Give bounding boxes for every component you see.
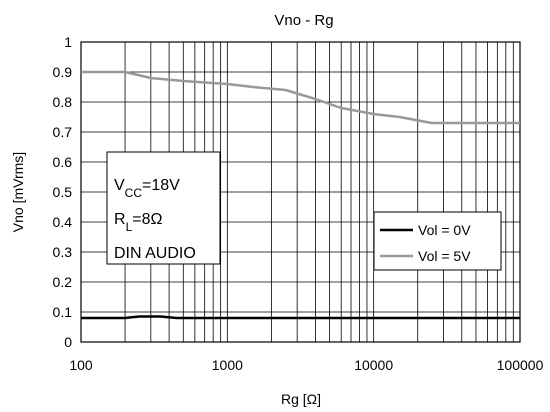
legend-frame	[373, 211, 502, 271]
y-tick-label: 0	[64, 334, 72, 350]
y-tick-label: 0.9	[53, 64, 73, 80]
annotation-line: RL=8Ω	[114, 211, 162, 234]
annotation-box: VCC=18V RL=8Ω DIN AUDIO	[106, 151, 221, 265]
annotation-line: VCC=18V	[114, 177, 180, 200]
y-tick-label: 0.8	[53, 94, 73, 110]
y-tick-label: 0.6	[53, 154, 73, 170]
y-tick-label: 0.2	[53, 274, 73, 290]
x-tick-label: 100000	[497, 357, 544, 373]
legend-label-2: Vol = 5V	[418, 248, 471, 264]
legend-label-1: Vol = 0V	[418, 222, 471, 238]
plot-frame	[80, 41, 521, 343]
y-tick-label: 0.1	[53, 304, 73, 320]
y-axis-label: Vno [mVrms]	[10, 152, 26, 232]
chart-title: Vno - Rg	[274, 12, 333, 29]
x-tick-label: 100	[69, 357, 93, 373]
y-tick-label: 0.5	[53, 184, 73, 200]
y-tick-label: 0.4	[53, 214, 73, 230]
x-axis-label: Rg [Ω]	[281, 391, 321, 407]
annotation-line: DIN AUDIO	[114, 245, 196, 262]
y-tick-label: 0.3	[53, 244, 73, 260]
series-line-1	[81, 315, 520, 320]
x-tick-label: 1000	[212, 357, 243, 373]
series-line-2	[81, 70, 520, 125]
y-tick-label: 1	[64, 34, 72, 50]
legend: Vol = 0V Vol = 5V	[373, 211, 502, 271]
y-tick-label: 0.7	[53, 124, 73, 140]
grid	[80, 41, 521, 343]
annotation-frame	[106, 151, 221, 265]
x-tick-label: 10000	[354, 357, 393, 373]
